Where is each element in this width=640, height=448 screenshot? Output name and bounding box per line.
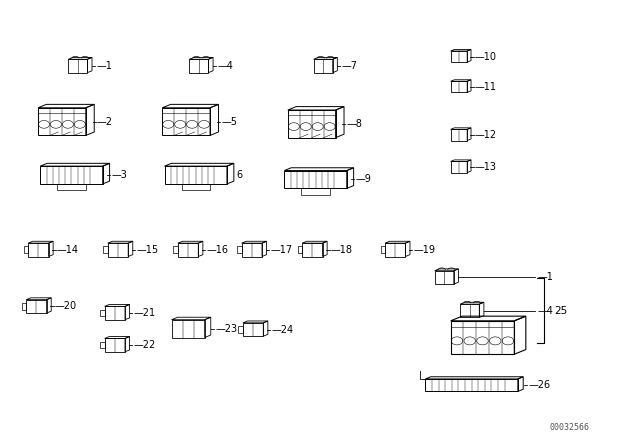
Text: —26: —26 (529, 380, 550, 390)
Text: 6: 6 (236, 170, 242, 180)
Text: —14: —14 (57, 245, 79, 255)
Text: —4: —4 (218, 61, 234, 71)
Text: —7: —7 (342, 61, 358, 71)
Text: —19: —19 (413, 245, 436, 255)
Text: —10: —10 (475, 52, 497, 61)
Text: —5: —5 (221, 116, 237, 127)
Text: —4: —4 (538, 306, 553, 316)
Text: —8: —8 (347, 119, 363, 129)
Text: —11: —11 (475, 82, 497, 92)
Text: —2: —2 (97, 116, 113, 127)
Text: —1: —1 (538, 272, 553, 282)
Text: —20: —20 (55, 302, 77, 311)
Text: —12: —12 (475, 130, 497, 140)
Text: 25: 25 (554, 306, 568, 316)
Text: —18: —18 (331, 245, 353, 255)
Text: —24: —24 (271, 324, 294, 335)
Text: —23: —23 (216, 323, 237, 334)
Text: —17: —17 (270, 245, 292, 255)
Text: —13: —13 (475, 162, 497, 172)
Text: —9: —9 (356, 174, 372, 185)
Text: —16: —16 (207, 245, 228, 255)
Text: —15: —15 (136, 245, 159, 255)
Text: —21: —21 (133, 308, 156, 318)
Text: —22: —22 (133, 340, 156, 350)
Text: —1: —1 (97, 61, 112, 71)
Text: 00032566: 00032566 (549, 423, 589, 432)
Text: —3: —3 (111, 170, 127, 180)
